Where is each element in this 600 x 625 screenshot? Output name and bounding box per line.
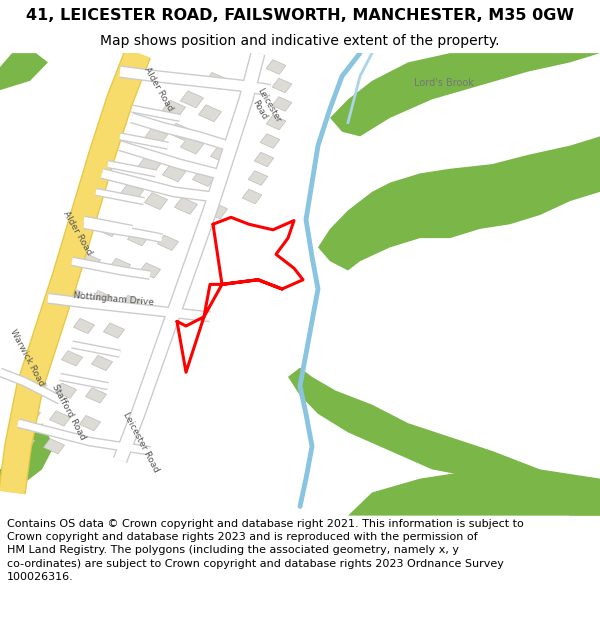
Polygon shape bbox=[109, 258, 131, 274]
Polygon shape bbox=[13, 434, 35, 449]
Polygon shape bbox=[91, 291, 113, 306]
Polygon shape bbox=[103, 323, 125, 338]
Polygon shape bbox=[145, 192, 167, 209]
Text: Alder Road: Alder Road bbox=[62, 209, 94, 256]
Polygon shape bbox=[19, 406, 41, 421]
Text: Nottingham Drive: Nottingham Drive bbox=[73, 291, 155, 307]
Polygon shape bbox=[25, 379, 47, 394]
Polygon shape bbox=[145, 128, 167, 145]
Polygon shape bbox=[31, 346, 53, 361]
Text: Contains OS data © Crown copyright and database right 2021. This information is : Contains OS data © Crown copyright and d… bbox=[7, 519, 524, 582]
Polygon shape bbox=[61, 286, 83, 301]
Polygon shape bbox=[79, 254, 101, 269]
Polygon shape bbox=[181, 137, 203, 154]
Polygon shape bbox=[205, 72, 227, 89]
Text: 41, LEICESTER ROAD, FAILSWORTH, MANCHESTER, M35 0GW: 41, LEICESTER ROAD, FAILSWORTH, MANCHEST… bbox=[26, 8, 574, 23]
Text: Stafford Road: Stafford Road bbox=[50, 382, 88, 441]
Polygon shape bbox=[348, 469, 600, 516]
Text: Lord's Brook: Lord's Brook bbox=[414, 78, 474, 88]
Polygon shape bbox=[0, 53, 48, 90]
Polygon shape bbox=[97, 221, 119, 236]
Polygon shape bbox=[193, 169, 215, 186]
Text: Alder Road: Alder Road bbox=[143, 66, 175, 113]
Polygon shape bbox=[73, 318, 95, 334]
Polygon shape bbox=[175, 198, 197, 214]
Polygon shape bbox=[248, 171, 268, 185]
Polygon shape bbox=[330, 53, 600, 136]
Polygon shape bbox=[43, 439, 65, 454]
Polygon shape bbox=[272, 97, 292, 111]
Polygon shape bbox=[163, 100, 185, 117]
Polygon shape bbox=[157, 235, 179, 251]
Polygon shape bbox=[49, 411, 71, 426]
Polygon shape bbox=[272, 78, 292, 92]
Polygon shape bbox=[61, 351, 83, 366]
Text: Leicester Road: Leicester Road bbox=[121, 411, 161, 474]
Polygon shape bbox=[205, 202, 227, 219]
Text: Leicester
Road: Leicester Road bbox=[246, 86, 282, 129]
Polygon shape bbox=[85, 388, 107, 403]
Polygon shape bbox=[211, 146, 233, 163]
Text: Map shows position and indicative extent of the property.: Map shows position and indicative extent… bbox=[100, 34, 500, 48]
Polygon shape bbox=[121, 183, 143, 201]
Polygon shape bbox=[127, 231, 149, 246]
Polygon shape bbox=[254, 152, 274, 167]
Polygon shape bbox=[139, 156, 161, 172]
Polygon shape bbox=[121, 295, 143, 311]
Polygon shape bbox=[43, 314, 65, 329]
Polygon shape bbox=[139, 263, 161, 278]
Polygon shape bbox=[242, 189, 262, 204]
Polygon shape bbox=[91, 356, 113, 371]
Polygon shape bbox=[79, 416, 101, 431]
Text: Warwick Road: Warwick Road bbox=[8, 328, 46, 388]
Polygon shape bbox=[0, 423, 54, 483]
Polygon shape bbox=[318, 136, 600, 271]
Polygon shape bbox=[288, 368, 600, 516]
Polygon shape bbox=[199, 105, 221, 122]
Polygon shape bbox=[163, 165, 185, 182]
Polygon shape bbox=[266, 115, 286, 130]
Polygon shape bbox=[260, 134, 280, 148]
Polygon shape bbox=[266, 60, 286, 74]
Polygon shape bbox=[169, 123, 191, 140]
Polygon shape bbox=[55, 383, 77, 398]
Polygon shape bbox=[181, 91, 203, 108]
